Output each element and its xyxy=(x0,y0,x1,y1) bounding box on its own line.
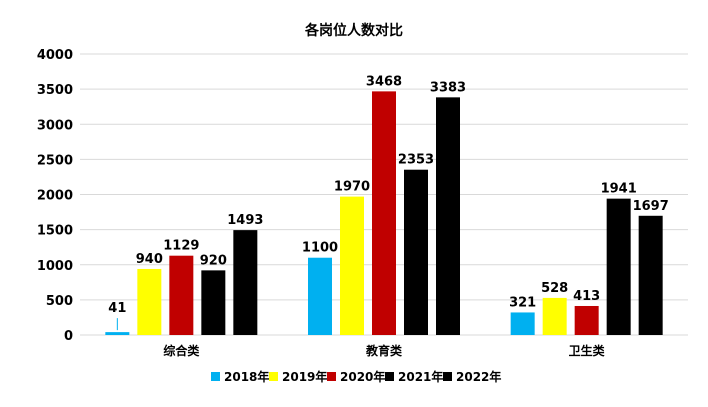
data-label: 940 xyxy=(136,252,163,267)
data-label: 1100 xyxy=(302,241,338,256)
bar-综合类-2018年 xyxy=(105,332,130,335)
bar-卫生类-2022年 xyxy=(638,215,663,335)
data-label: 1970 xyxy=(334,180,370,195)
legend-label: 2019年 xyxy=(282,369,327,384)
y-tick-label: 4000 xyxy=(37,48,73,63)
data-label: 1941 xyxy=(601,182,637,197)
y-tick-label: 3500 xyxy=(37,83,73,98)
data-label: 2353 xyxy=(398,153,434,168)
data-label: 1493 xyxy=(227,213,263,228)
y-tick-label: 2000 xyxy=(37,189,73,204)
x-tick-label: 卫生类 xyxy=(569,343,606,358)
data-label: 3383 xyxy=(430,80,466,95)
y-axis-tick-labels: 0 500 1000 1500 2000 2500 3000 3500 4000 xyxy=(37,48,73,344)
y-tick-label: 0 xyxy=(64,329,73,344)
x-tick-label: 综合类 xyxy=(163,343,200,358)
data-label: 413 xyxy=(573,289,600,304)
data-label: 1129 xyxy=(163,239,199,254)
data-label: 3468 xyxy=(366,74,402,89)
bar-卫生类-2021年 xyxy=(606,198,631,335)
bar-综合类-2019年 xyxy=(137,268,162,335)
x-tick-label: 教育类 xyxy=(365,343,403,358)
legend-label: 2018年 xyxy=(224,369,269,384)
bar-卫生类-2020年 xyxy=(574,305,599,335)
bar-综合类-2020年 xyxy=(169,255,194,335)
legend-swatch-2019年 xyxy=(269,372,278,381)
y-tick-label: 1000 xyxy=(37,259,73,274)
data-label: 41 xyxy=(108,301,126,316)
data-label: 920 xyxy=(200,253,227,268)
bar-教育类-2021年 xyxy=(404,169,428,335)
data-label: 321 xyxy=(509,295,536,310)
legend-label: 2022年 xyxy=(456,369,501,384)
y-tick-label: 1500 xyxy=(37,224,73,239)
legend-label: 2020年 xyxy=(340,369,385,384)
bar-卫生类-2019年 xyxy=(542,297,567,335)
bar-教育类-2018年 xyxy=(308,257,332,335)
legend-swatch-2020年 xyxy=(327,372,336,381)
y-tick-label: 2500 xyxy=(37,153,73,168)
bar-教育类-2022年 xyxy=(436,97,460,335)
bar-教育类-2020年 xyxy=(372,91,396,335)
y-tick-label: 500 xyxy=(46,294,73,309)
legend-swatch-2022年 xyxy=(443,372,452,381)
chart-title: 各岗位人数对比 xyxy=(304,22,403,39)
bars xyxy=(105,91,663,335)
bar-综合类-2022年 xyxy=(233,230,258,335)
legend: 2018年 2019年 2020年 2021年 2022年 xyxy=(211,369,501,384)
bar-综合类-2021年 xyxy=(201,270,226,335)
legend-swatch-2021年 xyxy=(385,372,394,381)
data-label: 1697 xyxy=(633,199,669,214)
bar-卫生类-2018年 xyxy=(510,312,535,335)
y-tick-label: 3000 xyxy=(37,118,73,133)
x-axis-tick-labels: 综合类 教育类 卫生类 xyxy=(163,343,605,358)
legend-swatch-2018年 xyxy=(211,372,220,381)
legend-label: 2021年 xyxy=(398,369,443,384)
data-label: 528 xyxy=(541,281,568,296)
bar-教育类-2019年 xyxy=(340,196,364,335)
